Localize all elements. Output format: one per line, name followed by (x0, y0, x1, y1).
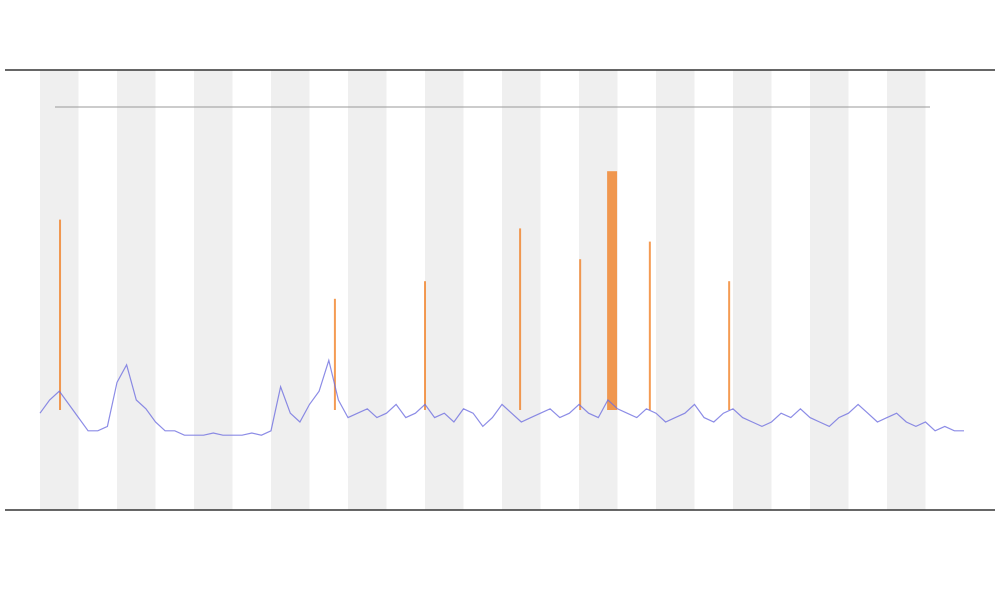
spike (579, 259, 582, 410)
spike (333, 298, 336, 410)
spike (728, 281, 731, 410)
band (194, 70, 233, 510)
spike (59, 219, 62, 410)
line-series (39, 358, 964, 436)
band (425, 70, 464, 510)
band (348, 70, 387, 510)
band (733, 70, 772, 510)
band (656, 70, 695, 510)
spike (648, 241, 651, 410)
spike (607, 171, 618, 410)
band (117, 70, 156, 510)
band (810, 70, 849, 510)
band (502, 70, 541, 510)
spike (424, 281, 426, 410)
band (887, 70, 926, 510)
band (271, 70, 310, 510)
shading (40, 70, 926, 510)
spike (519, 228, 522, 410)
